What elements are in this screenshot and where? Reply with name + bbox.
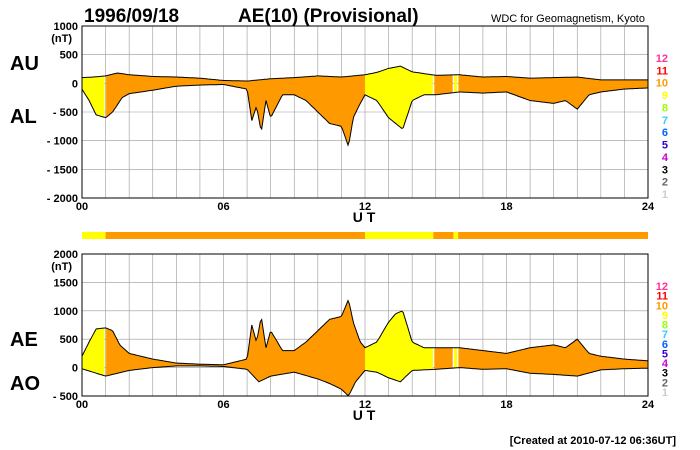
- y-tick-label: - 500: [53, 391, 78, 403]
- al-label: AL: [10, 106, 37, 128]
- station-count-label: 10: [656, 300, 668, 312]
- ae-ao-x-tick-labels: 00 06 12 18 24: [76, 399, 655, 411]
- au-al-area-orange: [106, 73, 649, 146]
- au-al-frame: [81, 25, 649, 199]
- station-count-label: 2: [662, 377, 668, 389]
- created-timestamp: [Created at 2010-07-12 06:36UT]: [510, 435, 677, 447]
- station-coverage-bar: [82, 232, 648, 239]
- y-tick-label: - 1500: [47, 164, 78, 176]
- ae-ao-unit-label: (nT): [51, 261, 72, 273]
- coverage-segment: [105, 232, 365, 239]
- x-tick-label: 06: [217, 399, 229, 411]
- station-count-label: 5: [662, 348, 668, 360]
- station-count-label: 9: [662, 90, 668, 102]
- x-tick-label: 18: [500, 399, 512, 411]
- al-line: [81, 84, 649, 147]
- station-count-label: 1: [662, 189, 668, 201]
- au-al-y-tick-labels: 1000 500 0 - 500 - 1000 - 1500 - 2000: [47, 21, 78, 205]
- ae-line: [81, 299, 649, 366]
- station-count-label: 7: [662, 329, 668, 341]
- x-tick-label: 00: [76, 201, 88, 213]
- coverage-segment: [453, 232, 459, 239]
- ae-ao-y-tick-labels: 2000 1500 1000 500 0 - 500: [53, 249, 78, 403]
- ae-ao-area-yellow: [82, 311, 457, 382]
- ae-label: AE: [10, 329, 38, 351]
- au-label: AU: [10, 53, 39, 75]
- y-tick-label: 500: [60, 50, 78, 62]
- y-tick-label: - 500: [53, 107, 78, 119]
- au-al-x-tick-labels: 00 06 12 18 24: [76, 201, 655, 213]
- station-count-label: 3: [662, 368, 668, 380]
- y-tick-label: 0: [72, 78, 78, 90]
- y-tick-label: 1500: [54, 277, 78, 289]
- y-tick-label: 1000: [54, 306, 78, 318]
- y-tick-label: 1000: [54, 21, 78, 33]
- x-tick-label: 18: [500, 201, 512, 213]
- coverage-segment: [82, 232, 106, 239]
- station-count-label: 7: [662, 115, 668, 127]
- x-tick-label: 00: [76, 399, 88, 411]
- y-tick-label: 0: [72, 363, 78, 375]
- y-tick-label: - 1000: [47, 136, 78, 148]
- index-title: AE(10) (Provisional): [238, 6, 419, 27]
- au-al-unit-label: (nT): [51, 33, 72, 45]
- ae-ao-area-orange: [106, 300, 649, 396]
- ae-ao-frame: [81, 253, 649, 397]
- source-label: WDC for Geomagnetism, Kyoto: [491, 13, 645, 25]
- ao-line: [81, 365, 648, 397]
- x-tick-label: 06: [217, 201, 229, 213]
- x-tick-label: 12: [359, 399, 371, 411]
- au-al-grid: [81, 25, 649, 199]
- station-count-label: 1: [662, 387, 668, 399]
- coverage-segment: [458, 232, 648, 239]
- au-line: [81, 65, 648, 82]
- station-count-label: 3: [662, 164, 668, 176]
- station-count-label: 4: [662, 152, 669, 164]
- ao-label: AO: [10, 373, 40, 395]
- station-count-label: 11: [656, 65, 668, 77]
- station-count-label: 6: [662, 339, 668, 351]
- station-count-label: 8: [662, 320, 668, 332]
- station-count-label: 11: [656, 291, 668, 303]
- station-count-label: 12: [656, 53, 668, 65]
- y-tick-label: 500: [60, 334, 78, 346]
- au-al-xlabel: U T: [353, 209, 376, 225]
- au-al-area-yellow: [82, 66, 457, 129]
- y-tick-label: - 2000: [47, 193, 78, 205]
- coverage-segment: [365, 232, 434, 239]
- ae-ao-xlabel: U T: [353, 407, 376, 423]
- station-count-label: 4: [662, 358, 669, 370]
- station-count-label: 10: [656, 78, 668, 90]
- x-tick-label: 24: [642, 399, 655, 411]
- coverage-segment: [433, 232, 454, 239]
- station-count-label: 5: [662, 140, 668, 152]
- y-tick-label: 2000: [54, 249, 78, 261]
- station-count-label: 9: [662, 310, 668, 322]
- date-title: 1996/09/18: [84, 6, 179, 27]
- station-count-label: 8: [662, 102, 668, 114]
- station-count-label: 6: [662, 127, 668, 139]
- x-tick-label: 12: [359, 201, 371, 213]
- station-count-label: 12: [656, 281, 668, 293]
- station-count-label: 2: [662, 177, 668, 189]
- x-tick-label: 24: [642, 201, 655, 213]
